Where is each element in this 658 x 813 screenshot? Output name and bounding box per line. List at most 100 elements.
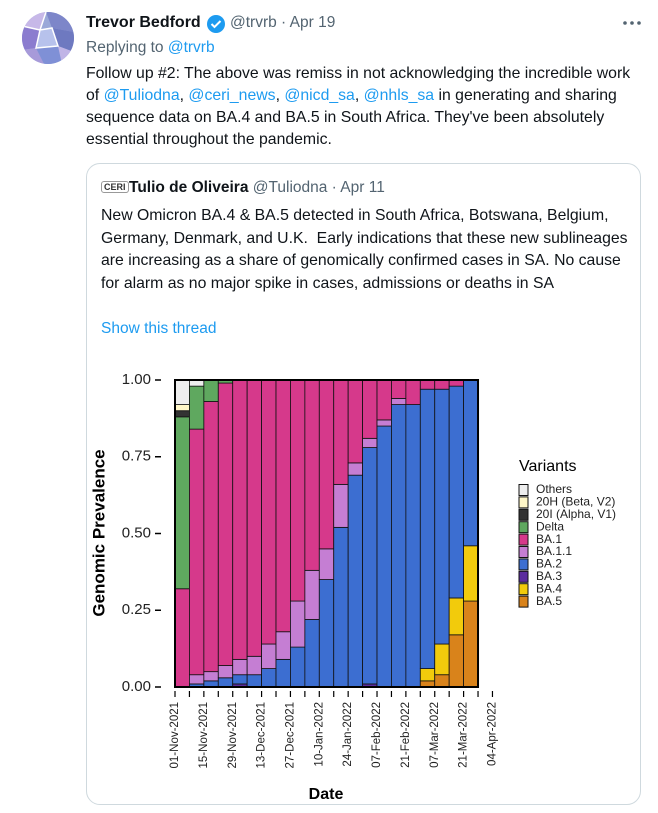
- bar-segment: [448, 385, 465, 599]
- reply-context: Replying to @trvrb: [86, 39, 215, 57]
- mention[interactable]: @ceri_news: [188, 87, 276, 104]
- x-tick-label: 15-Nov-2021: [198, 702, 210, 768]
- legend-swatch: [518, 484, 529, 496]
- author-handle[interactable]: @trvrb: [230, 14, 277, 31]
- mention[interactable]: @nicd_sa: [284, 87, 355, 104]
- bar-segment: [376, 425, 392, 688]
- bar-segment: [275, 631, 291, 660]
- text: ,: [179, 87, 189, 104]
- quote-header: Tulio de Oliveira @Tuliodna · Apr 11: [129, 179, 385, 196]
- bar-segment: [391, 398, 407, 405]
- bar-segment: [174, 410, 190, 418]
- x-tick-label: 07-Mar-2022: [429, 702, 441, 768]
- bar-segment: [261, 379, 277, 645]
- bar-segment: [217, 665, 234, 679]
- plot-frame: [174, 379, 480, 688]
- x-tick-label: 10-Jan-2022: [313, 702, 325, 767]
- y-tick-label: 0.75: [122, 448, 151, 465]
- bar-segment: [290, 646, 306, 688]
- legend-swatch: [518, 558, 529, 571]
- legend-swatch: [518, 496, 529, 509]
- legend-label: BA.3: [536, 569, 562, 583]
- x-tick-label: 27-Dec-2021: [284, 702, 296, 768]
- reply-mention[interactable]: @trvrb: [167, 39, 215, 56]
- x-tick-label: 29-Nov-2021: [227, 702, 239, 768]
- bar-segment: [203, 671, 219, 682]
- bar-segment: [362, 379, 378, 439]
- bar-segment: [347, 379, 363, 464]
- bar-segment: [405, 379, 421, 405]
- bar-segment: [463, 545, 479, 602]
- bar-segment: [448, 634, 465, 688]
- legend-swatch: [518, 583, 529, 596]
- bar-segment: [448, 597, 465, 636]
- x-tick-label: 24-Jan-2022: [342, 702, 354, 767]
- mention[interactable]: @Tuliodna: [103, 87, 180, 104]
- y-tick-label: 0.00: [122, 678, 151, 695]
- bar-segment: [419, 379, 436, 390]
- author-name[interactable]: Trevor Bedford: [86, 14, 201, 31]
- quote-logo: CERI: [101, 181, 129, 193]
- y-tick-label: 1.00: [122, 371, 151, 388]
- bar-segment: [376, 379, 392, 421]
- quote-author: Tulio de Oliveira: [129, 179, 249, 196]
- bar-segment: [232, 379, 248, 660]
- quote-date: Apr 11: [340, 179, 385, 196]
- bar-segment: [463, 379, 479, 547]
- bar-segment: [261, 668, 277, 688]
- bar-segment: [362, 437, 378, 448]
- verified-badge: [207, 15, 225, 33]
- x-tick-label: 13-Dec-2021: [256, 702, 268, 768]
- quote-handle: @Tuliodna: [252, 179, 328, 196]
- legend-label: BA.2: [536, 557, 562, 571]
- bar-segment: [246, 674, 262, 688]
- author-meta: @trvrb · Apr 19: [230, 14, 336, 31]
- legend-swatch: [518, 521, 529, 534]
- mention[interactable]: @nhls_sa: [363, 87, 435, 104]
- y-tick-label: 0.50: [122, 524, 151, 541]
- x-tick-label: 07-Feb-2022: [371, 702, 383, 768]
- bar-segment: [174, 379, 190, 405]
- bar-segment: [217, 382, 234, 666]
- x-axis-label: Date: [309, 786, 344, 803]
- quote-text: New Omicron BA.4 & BA.5 detected in Sout…: [101, 207, 632, 292]
- x-tick-label: 21-Mar-2022: [458, 702, 470, 768]
- bar-segment: [318, 548, 335, 580]
- bar-segment: [275, 379, 291, 633]
- bar-segment: [362, 447, 378, 685]
- bar-segment: [434, 643, 450, 676]
- legend-swatch: [518, 508, 529, 521]
- legend-label: BA.4: [536, 581, 562, 595]
- quote-card[interactable]: CERI Tulio de Oliveira @Tuliodna · Apr 1…: [86, 163, 641, 805]
- bar-segment: [189, 674, 205, 685]
- bar-segment: [217, 677, 234, 688]
- bar-segment: [333, 526, 349, 688]
- bar-segment: [333, 483, 349, 528]
- avatar[interactable]: [22, 12, 74, 64]
- tweet-body: Follow up #2: The above was remiss in no…: [86, 63, 646, 151]
- bar-segment: [232, 658, 248, 676]
- legend-label: 20I (Alpha, V1): [536, 507, 616, 521]
- bar-segment: [391, 379, 407, 399]
- bar-segment: [463, 600, 479, 688]
- bar-segment: [246, 655, 262, 676]
- text: ,: [354, 87, 364, 104]
- bar-segment: [391, 404, 407, 688]
- bar-segment: [434, 379, 450, 390]
- bar-segment: [304, 619, 320, 688]
- bar-segment: [174, 404, 190, 412]
- bar-segment: [304, 379, 320, 571]
- bar-segment: [347, 462, 363, 476]
- bar-segment: [419, 668, 436, 682]
- bar-segment: [290, 600, 306, 648]
- more-menu[interactable]: [620, 16, 644, 30]
- show-thread[interactable]: Show this thread: [101, 320, 217, 337]
- x-tick-label: 01-Nov-2021: [169, 702, 181, 768]
- bar-segment: [203, 379, 219, 402]
- tweet-date[interactable]: Apr 19: [289, 14, 336, 31]
- bar-segment: [434, 388, 450, 645]
- bar-segment: [434, 674, 450, 688]
- bar-segment: [405, 404, 421, 688]
- text: in generating and sharing sequence data …: [86, 87, 617, 148]
- legend-swatch: [518, 570, 529, 583]
